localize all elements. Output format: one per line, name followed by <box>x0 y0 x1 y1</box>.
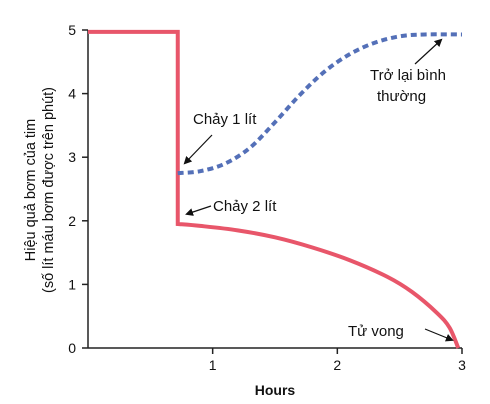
series-line-blood-loss-2l <box>88 29 461 349</box>
y-axis-title-line2: (số lít máu bơm được trên phút) <box>41 87 57 293</box>
annotation-arrow-bleed-2l <box>185 205 212 216</box>
x-tick-label: 2 <box>333 357 341 373</box>
series-group <box>88 29 463 349</box>
axis-ticks: 0 1 2 3 4 5 1 2 3 <box>68 22 466 373</box>
y-tick-label: 1 <box>68 276 76 292</box>
annotation-bleed-2l: Chảy 2 lít <box>213 198 277 215</box>
x-axis-title: Hours <box>255 382 296 398</box>
annotation-recover-line2: thường <box>377 88 426 105</box>
y-tick-label: 5 <box>68 22 76 38</box>
x-tick-label: 3 <box>458 357 466 373</box>
y-axis-title-line1: Hiệu quả bơm của tim <box>23 119 39 262</box>
y-tick-label: 0 <box>68 340 76 356</box>
annotation-recover-line1: Trở lại bình <box>370 67 446 84</box>
x-tick-label: 1 <box>209 357 217 373</box>
annotation-arrow-bleed-1l <box>183 134 213 165</box>
annotation-death: Tử vong <box>348 323 404 340</box>
annotation-arrow-recover <box>414 38 443 65</box>
y-tick-label: 4 <box>68 86 76 102</box>
series-line-blood-loss-1l <box>177 32 463 176</box>
y-tick-label: 2 <box>68 213 76 229</box>
y-tick-label: 3 <box>68 149 76 165</box>
annotation-arrow-death <box>424 328 454 342</box>
annotation-bleed-1l: Chảy 1 lít <box>193 111 257 128</box>
